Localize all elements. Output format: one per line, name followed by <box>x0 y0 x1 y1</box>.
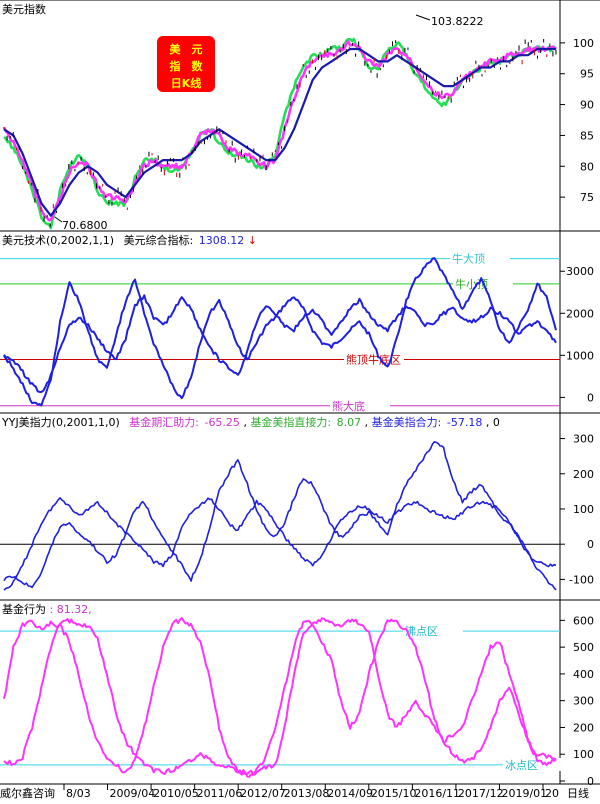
y-tick-label: 2000 <box>566 307 594 320</box>
y-tick-label: 90 <box>580 99 594 112</box>
y-tick-label: 100 <box>573 37 594 50</box>
panel3-item3-value: -57.18 <box>447 416 482 429</box>
panel3-item1-value: -65.25 <box>204 416 239 429</box>
date-label: 2016/11 <box>414 787 460 800</box>
reference-label-bg <box>403 624 463 638</box>
usd-badge: 美 元 指 数 日K线 <box>157 36 215 92</box>
badge-bg <box>157 36 215 92</box>
y-tick-label: 500 <box>573 641 594 654</box>
y-tick-label: 200 <box>573 721 594 734</box>
date-label: 2012/07 <box>240 787 286 800</box>
panel1-title: 美元指数 <box>2 2 46 16</box>
y-tick-label: 0 <box>587 775 594 788</box>
panel2-series <box>3 257 557 407</box>
panel4-y-axis: 600 500 400 300 200 100 0 <box>560 614 594 788</box>
y-tick-label: 600 <box>573 614 594 627</box>
reference-label: 牛大顶 <box>452 252 485 266</box>
bottom-left-label: 威尔鑫咨询 <box>0 786 55 800</box>
reference-label-bg <box>330 398 390 412</box>
reference-label-bg <box>450 251 510 265</box>
y-tick-label: 3000 <box>566 265 594 278</box>
series-line <box>3 617 557 776</box>
date-label: 2013/08 <box>284 787 330 800</box>
series-line <box>3 617 557 778</box>
panel2-header: 美元技术(0,2002,1,1) 美元综合指标: 1308.12 ↓ <box>2 233 257 247</box>
date-label: 2017/12 <box>458 787 504 800</box>
badge-line2: 指 数 <box>170 59 204 73</box>
y-tick-label: 1000 <box>566 349 594 362</box>
low-label: 70.6800 <box>62 219 108 232</box>
series-line <box>3 47 556 217</box>
date-label: 20 <box>545 787 559 800</box>
y-tick-label: 100 <box>573 503 594 516</box>
date-axis: 威尔鑫咨询 8/03 2009/042010/052011/062012/0720… <box>0 784 589 800</box>
y-tick-label: 400 <box>573 668 594 681</box>
panel3-item2-label: 基金美指直接力: <box>250 415 331 429</box>
y-tick-label: 85 <box>580 129 594 142</box>
reference-label: 熊大底 <box>332 399 365 413</box>
panel1-series <box>2 37 558 230</box>
panel1-y-axis: 100 95 90 85 80 75 <box>560 37 594 204</box>
series-line <box>3 257 557 407</box>
panel3-header: YYJ美指力(0,2001,1,0) 基金期汇助力: -65.25 , 基金美指… <box>1 415 500 429</box>
y-tick-label: 75 <box>580 191 594 204</box>
reference-label-bg <box>503 757 563 771</box>
series-line <box>3 294 557 393</box>
date-label: 2019/01 <box>501 787 547 800</box>
y-tick-label: 80 <box>580 160 594 173</box>
panel2-indicator-label: 美元综合指标: <box>124 233 194 247</box>
date-label: 8/03 <box>66 787 91 800</box>
series-line <box>3 497 557 591</box>
y-tick-label: 200 <box>573 468 594 481</box>
panel2-y-axis: 3000 2000 1000 0 <box>560 265 594 404</box>
panel3-title: YYJ美指力(0,2001,1,0) <box>1 415 120 429</box>
down-arrow-icon: ↓ <box>248 234 257 247</box>
y-tick-label: 95 <box>580 68 594 81</box>
y-tick-label: 300 <box>573 433 594 446</box>
high-annotation: 103.8222 <box>415 14 484 28</box>
panel3-trailing: 0 <box>493 416 500 429</box>
panel3-y-axis: 300 200 100 0 -100 <box>560 433 594 586</box>
reference-label: 沸点区 <box>405 625 438 638</box>
panel4-series <box>3 617 557 778</box>
date-labels: 8/03 2009/042010/052011/062012/072013/082… <box>63 784 559 800</box>
y-tick-label: 0 <box>587 538 594 551</box>
y-tick-label: 300 <box>573 695 594 708</box>
panel3-item3-label: 基金美指合力: <box>372 415 442 429</box>
panel4-header: 基金行为 : 81.32, <box>2 602 92 616</box>
y-tick-label: 0 <box>587 391 594 404</box>
reference-label: 冰点区 <box>505 759 538 772</box>
panel3-series <box>3 441 557 591</box>
panel4-value: : 81.32, <box>50 603 92 616</box>
reference-label: 熊顶牛底区 <box>346 353 401 367</box>
y-tick-label: 100 <box>573 748 594 761</box>
y-tick-label: -100 <box>569 573 594 586</box>
high-leader <box>415 14 431 21</box>
bottom-right-label: 日线 <box>567 786 589 800</box>
panel3-item2-value: 8.07 <box>337 416 362 429</box>
panel4-title: 基金行为 <box>2 602 46 616</box>
date-label: 2015/10 <box>371 787 417 800</box>
high-label: 103.8222 <box>431 15 484 28</box>
date-label: 2011/06 <box>197 787 243 800</box>
badge-line1: 美 元 <box>170 42 203 56</box>
date-label: 2009/04 <box>110 787 156 800</box>
badge-line3: 日K线 <box>171 76 202 90</box>
panel2-title: 美元技术(0,2002,1,1) <box>2 234 114 247</box>
panel3-item1-label: 基金期汇助力: <box>129 415 199 429</box>
panel2-indicator-value: 1308.12 <box>199 234 245 247</box>
date-label: 2014/09 <box>327 787 373 800</box>
date-label: 2010/05 <box>153 787 199 800</box>
